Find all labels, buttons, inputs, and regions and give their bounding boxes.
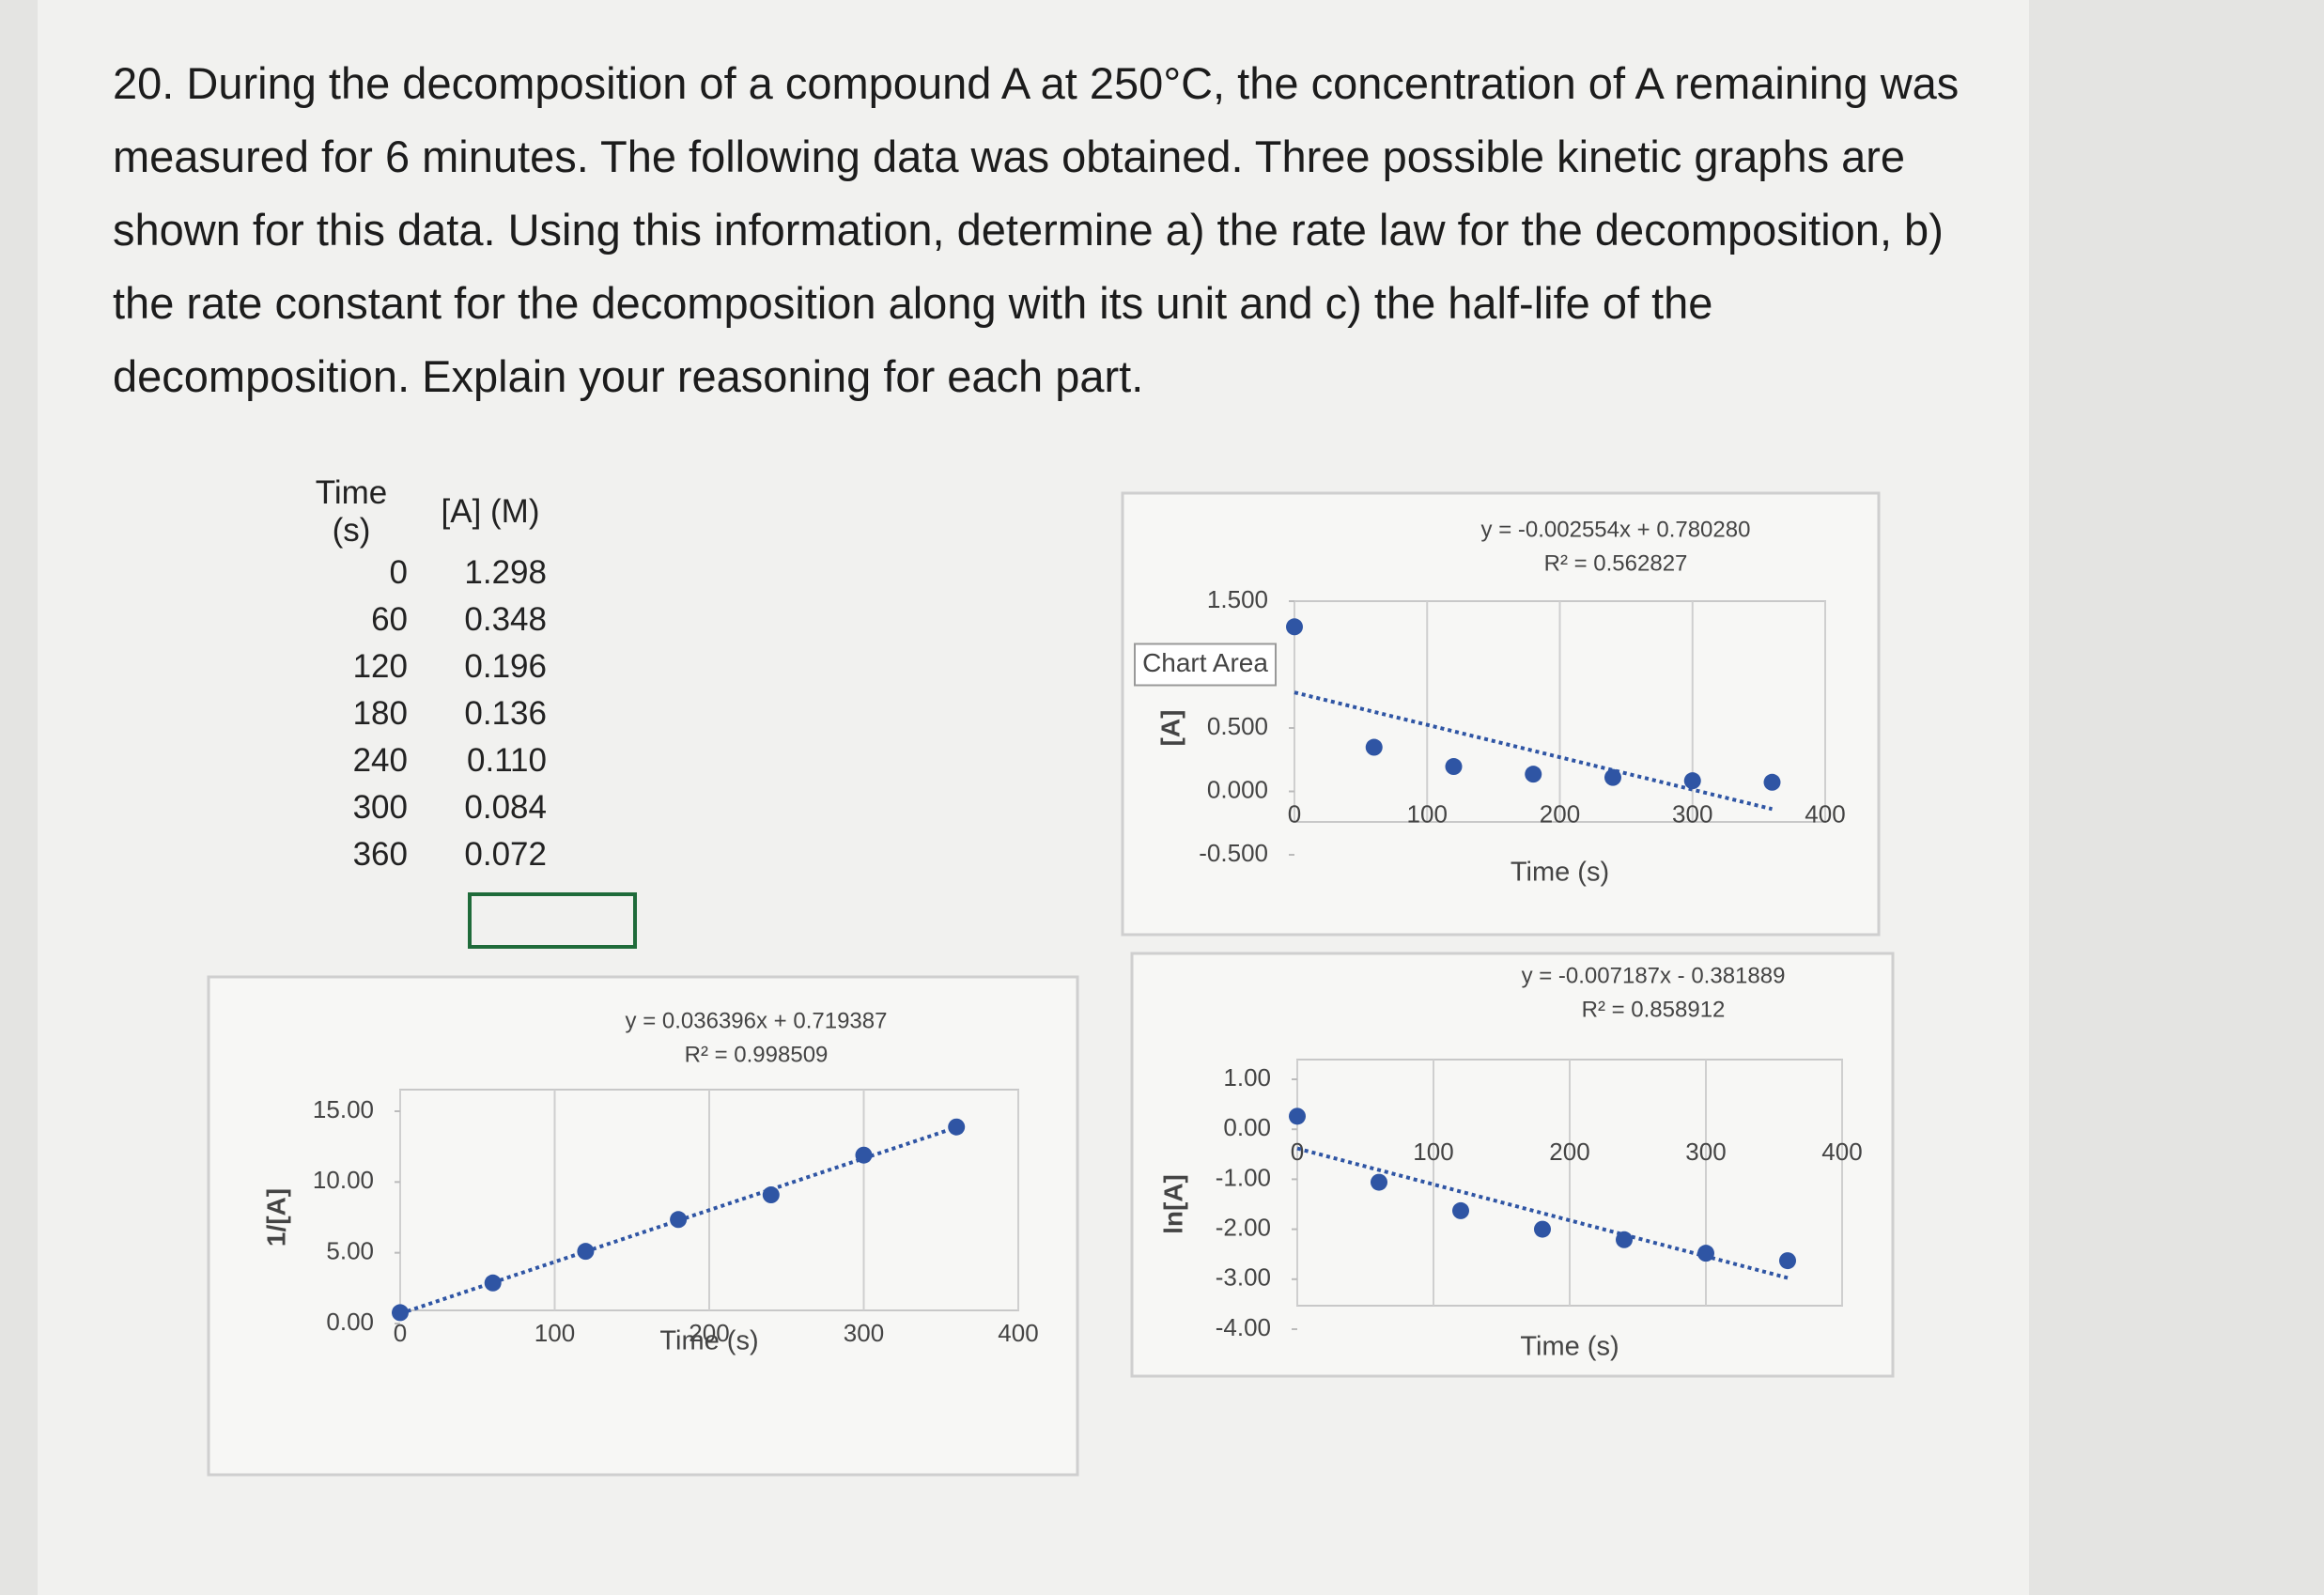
y-tick-label: -3.00 xyxy=(1216,1263,1271,1292)
x-tick-label: 100 xyxy=(1413,1138,1453,1166)
data-point xyxy=(1289,1107,1306,1125)
y-tick-label: -4.00 xyxy=(1216,1313,1271,1341)
data-point xyxy=(1371,1173,1387,1191)
selected-cell[interactable] xyxy=(468,892,637,949)
table-header: [A] (M) xyxy=(441,493,540,530)
table-cell: 0.136 xyxy=(464,695,547,732)
x-tick-label: 100 xyxy=(1407,799,1448,828)
x-tick-label: 0 xyxy=(394,1319,407,1347)
table-row: 60 0.348 xyxy=(282,596,560,643)
trendline-equation: y = 0.036396x + 0.719387 xyxy=(626,1008,888,1033)
table-cell: 240 xyxy=(352,742,408,779)
data-point xyxy=(762,1186,780,1204)
data-point xyxy=(1445,758,1463,776)
data-point xyxy=(1763,773,1781,791)
y-tick-label: -1.00 xyxy=(1216,1163,1271,1191)
table-row: 120 0.196 xyxy=(282,643,560,690)
x-axis-label: Time (s) xyxy=(1511,858,1609,888)
data-point xyxy=(1683,772,1701,790)
x-tick-label: 300 xyxy=(844,1319,884,1347)
y-tick-label: 0.500 xyxy=(1207,712,1268,740)
x-tick-label: 0 xyxy=(1291,1138,1304,1166)
table-cell: 0.196 xyxy=(464,648,547,685)
table-cell: 120 xyxy=(352,648,408,685)
data-point xyxy=(577,1243,595,1261)
r-squared: R² = 0.998509 xyxy=(685,1042,829,1067)
data-point xyxy=(1286,618,1303,636)
data-point xyxy=(948,1118,966,1136)
data-point xyxy=(1697,1245,1714,1262)
y-tick-label: 0.00 xyxy=(1223,1113,1271,1141)
x-tick-label: 100 xyxy=(535,1319,575,1347)
x-tick-label: 0 xyxy=(1288,799,1301,828)
data-point xyxy=(1452,1201,1469,1219)
table-cell: 300 xyxy=(352,789,408,826)
table-cell: 0.084 xyxy=(464,789,547,826)
y-tick-label: 0.000 xyxy=(1207,775,1268,803)
table-cell: 360 xyxy=(352,836,408,873)
table-cell: 1.298 xyxy=(464,554,547,591)
data-point xyxy=(1365,738,1383,756)
x-tick-label: 200 xyxy=(1549,1138,1589,1166)
y-axis-label: ln[A] xyxy=(1158,1174,1187,1234)
x-tick-label: 400 xyxy=(998,1319,1038,1347)
x-axis-label: Time (s) xyxy=(659,1326,758,1356)
y-tick-label: 1.00 xyxy=(1223,1063,1271,1092)
y-tick-label: 1.500 xyxy=(1207,585,1268,613)
table-cell: 0.348 xyxy=(464,601,547,638)
table-header: Time (s) xyxy=(315,474,388,549)
tooltip-box xyxy=(1134,643,1277,687)
x-tick-label: 300 xyxy=(1685,1138,1726,1166)
data-point xyxy=(670,1211,688,1229)
data-point xyxy=(484,1274,502,1292)
table-cell: 0.110 xyxy=(467,742,547,779)
data-point xyxy=(1779,1252,1796,1270)
data-point xyxy=(1534,1220,1551,1238)
data-point xyxy=(1604,768,1621,786)
x-tick-label: 300 xyxy=(1672,799,1712,828)
table-cell: 0.072 xyxy=(464,836,547,873)
table-row: 360 0.072 xyxy=(282,831,560,878)
x-tick-label: 400 xyxy=(1805,799,1845,828)
table-row: 180 0.136 xyxy=(282,690,560,737)
table-row: 300 0.084 xyxy=(282,784,560,831)
y-tick-label: 5.00 xyxy=(326,1237,374,1265)
r-squared: R² = 0.562827 xyxy=(1544,550,1688,576)
data-point xyxy=(1525,766,1542,783)
x-axis-label: Time (s) xyxy=(1520,1332,1619,1362)
trendline-equation: y = -0.007187x - 0.381889 xyxy=(1522,963,1786,988)
y-tick-label: 10.00 xyxy=(313,1166,374,1194)
chart-frame xyxy=(1121,491,1881,937)
trendline-equation: y = -0.002554x + 0.780280 xyxy=(1481,517,1751,542)
y-axis-label: [A] xyxy=(1155,710,1185,747)
table-row: 240 0.110 xyxy=(282,737,560,784)
chart-frame xyxy=(207,975,1079,1477)
table-cell: 0 xyxy=(389,554,408,591)
data-table: Time (s) [A] (M) 0 1.298 60 0.348 120 0.196 180… xyxy=(282,474,560,878)
data-point xyxy=(855,1146,873,1164)
r-squared: R² = 0.858912 xyxy=(1582,997,1726,1022)
y-tick-label: 15.00 xyxy=(313,1095,374,1123)
y-tick-label: -0.500 xyxy=(1199,839,1268,867)
y-tick-label: -2.00 xyxy=(1216,1213,1271,1241)
y-tick-label: 0.00 xyxy=(326,1308,374,1336)
question: 20. During the decomposition of a compou… xyxy=(113,58,1960,401)
x-tick-label: 200 xyxy=(689,1319,729,1347)
table-cell: 60 xyxy=(371,601,408,638)
x-tick-label: 200 xyxy=(1540,799,1580,828)
table-cell: 180 xyxy=(352,695,408,732)
y-axis-label: 1/[A] xyxy=(261,1188,290,1247)
data-point xyxy=(392,1304,409,1322)
table-row: 0 1.298 xyxy=(282,550,560,596)
x-tick-label: 400 xyxy=(1821,1138,1862,1166)
tooltip: Chart Area xyxy=(1142,648,1268,677)
data-point xyxy=(1616,1231,1633,1248)
